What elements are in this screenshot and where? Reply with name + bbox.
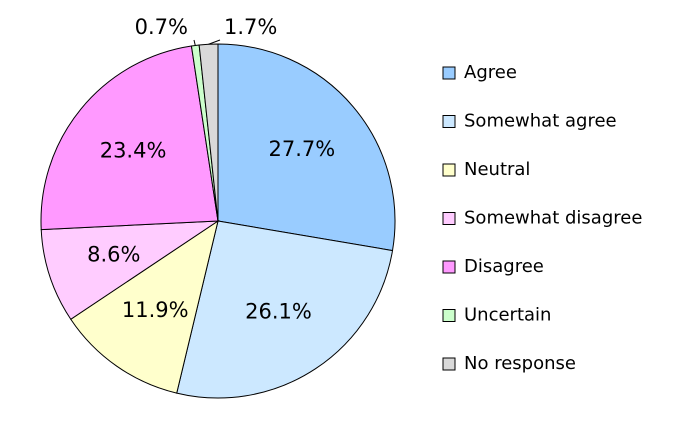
legend-swatch — [442, 260, 456, 274]
pie-slice — [176, 220, 394, 399]
data-label: 1.7% — [224, 15, 277, 39]
pie-slice — [217, 43, 396, 252]
data-label: 0.7% — [135, 15, 188, 39]
legend-label: No response — [464, 353, 576, 374]
legend-label: Somewhat disagree — [464, 208, 642, 229]
legend-swatch — [442, 66, 456, 80]
leader-line — [193, 39, 196, 46]
legend-label: Disagree — [464, 256, 544, 277]
data-label: 11.9% — [122, 298, 189, 322]
data-label: 27.7% — [268, 137, 335, 161]
legend-swatch — [442, 212, 456, 225]
data-label: 26.1% — [245, 300, 312, 324]
pie-slice — [40, 220, 220, 320]
leader-line — [208, 39, 221, 45]
legend-swatch — [442, 163, 456, 177]
legend-label: Neutral — [464, 159, 530, 180]
legend-swatch — [442, 309, 456, 322]
legend-label: Agree — [464, 62, 517, 83]
data-label: 23.4% — [100, 139, 167, 163]
legend-swatch — [442, 115, 456, 128]
pie-slice — [40, 45, 219, 231]
legend-swatch — [442, 357, 456, 371]
legend-label: Uncertain — [464, 305, 551, 326]
data-label: 8.6% — [87, 242, 140, 266]
pie-slice — [70, 219, 219, 394]
legend-label: Somewhat agree — [464, 111, 617, 132]
